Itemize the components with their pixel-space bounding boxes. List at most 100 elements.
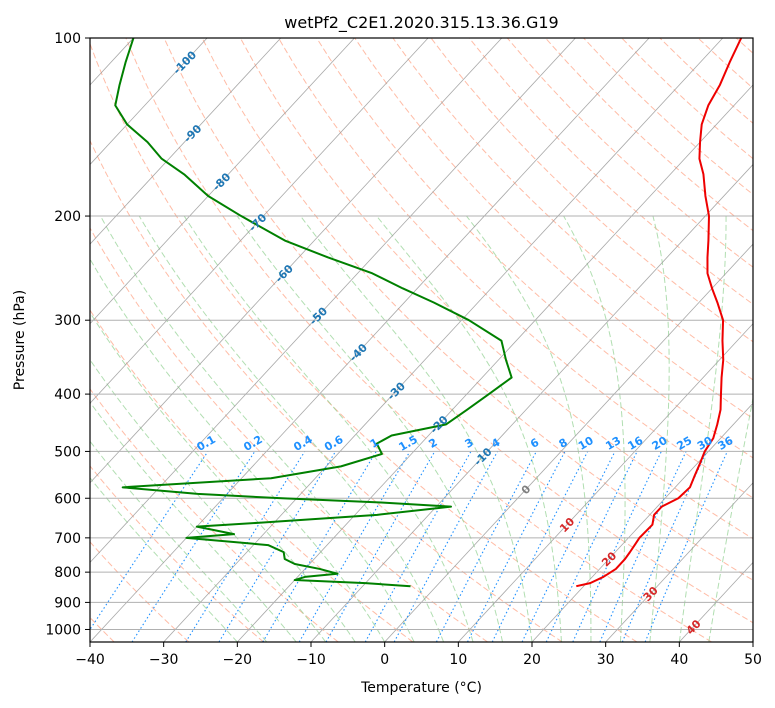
mixing-ratio-line: [599, 451, 687, 642]
isotherm-line: [90, 38, 355, 325]
mixing-ratio-line: [131, 451, 256, 642]
profile-traces: [114, 38, 743, 588]
dry-adiabat-line: [125, 38, 712, 642]
x-tick-label: 50: [744, 652, 762, 668]
isotherm-line: [384, 243, 753, 642]
isotherm-line: [90, 38, 650, 642]
isotherm-line: [0, 38, 60, 642]
dry-adiabat-line: [621, 38, 753, 160]
x-axis: −40 −30 −20 −10 0 10 20 30 40 50: [75, 642, 762, 668]
dry-adiabat-line: [90, 139, 563, 642]
moist-adiabat-line: [90, 358, 327, 642]
dry-adiabat-line: [90, 42, 638, 642]
moist-adiabat-line: [90, 258, 386, 642]
y-tick-label: 700: [54, 531, 81, 547]
mixing-ratio-label: 16: [625, 434, 645, 453]
moist-adiabat-line: [90, 311, 356, 642]
y-tick-label: 200: [54, 209, 81, 225]
mixing-ratio-line: [393, 451, 499, 642]
x-tick-label: 0: [380, 652, 389, 668]
x-tick-label: 30: [597, 652, 615, 668]
isotherm-line: [752, 641, 753, 642]
mixing-ratio-line: [644, 451, 728, 642]
moist-adiabat-line: [708, 395, 753, 642]
y-tick-label: 800: [54, 565, 81, 581]
isotherm-line: [163, 38, 724, 642]
isotherm-line: [90, 38, 282, 245]
dry-adiabat-line: [583, 38, 753, 196]
plot-frame: [89, 37, 754, 643]
dry-adiabat-line: [545, 38, 753, 232]
mixing-ratio-label: 0.6: [322, 433, 346, 454]
mixing-ratio-line: [364, 451, 472, 642]
isotherm-line: [458, 323, 753, 642]
moist-adiabat-line: [563, 215, 626, 642]
dry-adiabat-line: [430, 38, 753, 343]
mixing-ratio-line: [572, 451, 662, 642]
isotherm-line: [679, 561, 753, 642]
mixing-ratio-line: [491, 451, 589, 642]
mixing-ratio-label: 1.5: [397, 433, 420, 454]
dry-adiabat-line: [506, 38, 753, 268]
dry-adiabat-line: [90, 388, 339, 642]
temperature-trace: [576, 38, 743, 588]
y-tick-label: 600: [54, 491, 81, 507]
y-tick-label: 1000: [45, 622, 81, 638]
x-tick-label: 40: [670, 652, 688, 668]
dry-adiabat-line: [316, 38, 753, 459]
mixing-ratio-label: 8: [557, 436, 570, 451]
moist-adiabat-line: [678, 216, 727, 642]
mixing-ratio-line: [621, 451, 708, 642]
isotherm-label: -100: [171, 48, 200, 77]
mixing-ratio-line: [90, 451, 209, 631]
moist-adiabat-line: [100, 215, 415, 642]
mixing-ratio-line: [521, 451, 616, 642]
isotherm-line: [605, 482, 753, 642]
y-tick-label: 100: [54, 31, 81, 47]
moist-adiabat-line: [90, 440, 268, 642]
x-tick-label: −20: [223, 652, 253, 668]
mixing-ratio-line: [218, 451, 337, 642]
x-tick-label: −30: [149, 652, 179, 668]
y-tick-label: 900: [54, 595, 81, 611]
chart-title: wetPf2_C2E1.2020.315.13.36.G19: [284, 13, 558, 33]
x-tick-label: −10: [296, 652, 326, 668]
x-tick-label: 10: [449, 652, 467, 668]
isotherm-line: [90, 38, 429, 404]
x-tick-label: −40: [75, 652, 105, 668]
dewpoint-trace: [114, 38, 513, 588]
y-axis: 100 200 300 400 500 600 700 800 900 1000: [45, 31, 90, 638]
mixing-ratio-label: 4: [489, 436, 502, 451]
mixing-ratio-label: 6: [528, 436, 541, 451]
mixing-ratio-line: [435, 451, 537, 642]
isotherm-line: [90, 38, 503, 484]
dry-adiabat-line: [735, 38, 753, 54]
moist-adiabat-line: [300, 215, 533, 642]
pressure-gridlines: [90, 38, 753, 630]
isotherm-line: [90, 38, 208, 166]
x-axis-title: Temperature (°C): [360, 680, 482, 696]
moist-adiabat-line: [90, 477, 238, 642]
mixing-ratio-label: 30: [695, 434, 715, 453]
dry-adiabat-line: [278, 38, 753, 499]
x-tick-label: 20: [523, 652, 541, 668]
mixing-ratio-label: 0.4: [291, 433, 315, 454]
isotherm-line: [531, 402, 753, 642]
moist-adiabat-line: [236, 215, 504, 642]
mixing-ratio-label: 10: [576, 434, 596, 453]
mixing-ratio-label: 36: [716, 434, 736, 453]
y-axis-title: Pressure (hPa): [12, 290, 28, 390]
mixing-ratio-line: [467, 451, 566, 642]
y-tick-label: 300: [54, 313, 81, 329]
dry-adiabat-line: [392, 38, 753, 381]
moist-adiabat-line: [466, 215, 592, 642]
isotherm-line: [90, 38, 576, 564]
dry-adiabat-line: [697, 38, 753, 89]
moist-adiabat-line: [649, 215, 670, 642]
isoline-labels: 0.1 0.2 0.4 0.6 1 1.5 2 3 4 6 8 10 13 16 20 25 30 36-100-…: [171, 48, 736, 637]
moist-adiabat-line: [376, 215, 562, 642]
isotherm-line: [237, 84, 753, 642]
moist-adiabat-line: [183, 215, 474, 642]
y-tick-label: 500: [54, 444, 81, 460]
